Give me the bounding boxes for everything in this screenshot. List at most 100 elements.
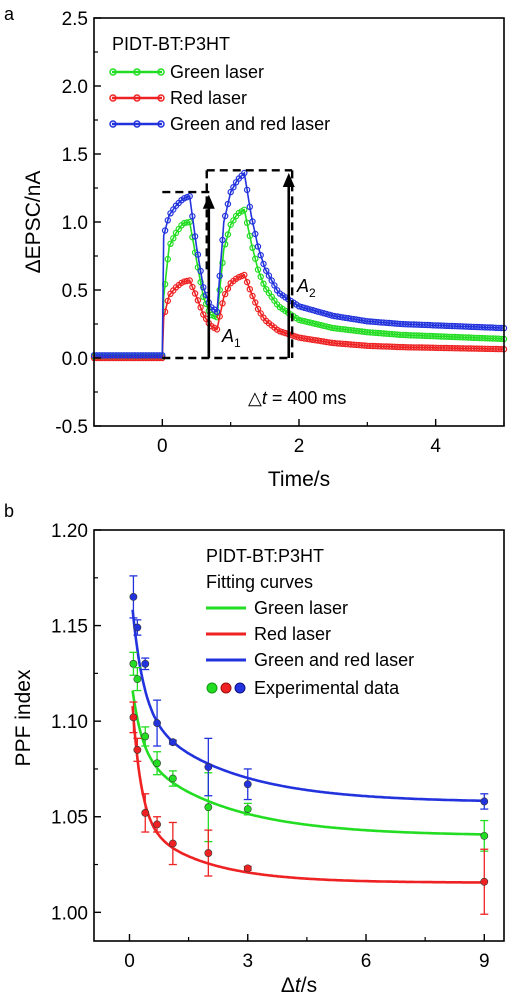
series-b-points-2 xyxy=(129,575,489,810)
series-a-point xyxy=(301,304,308,311)
series-a-point xyxy=(159,352,166,359)
series-a-point xyxy=(164,255,171,263)
series-a-point xyxy=(252,299,259,306)
series-a-point xyxy=(183,193,191,201)
series-a-point xyxy=(243,186,251,194)
data-point xyxy=(133,745,142,754)
series-a-point xyxy=(189,213,196,220)
series-a-point xyxy=(257,251,264,259)
panel-a-ytick-label: 0.5 xyxy=(62,281,88,302)
panel-a-ytick-label: 1.5 xyxy=(62,145,88,166)
data-point xyxy=(204,849,213,857)
panel-a-legend-green: Green laser xyxy=(109,62,264,82)
data-point xyxy=(133,623,142,632)
series-a-point xyxy=(219,259,226,266)
series-a-point xyxy=(260,260,267,268)
panel-b-legend-title: PIDT-BT:P3HT xyxy=(206,546,324,566)
series-a-point xyxy=(167,240,174,247)
series-a-point xyxy=(241,169,248,177)
series-a-point xyxy=(183,277,191,285)
panel-a-ticks: 0 2 4 -0.5 0.0 0.5 1.0 1.5 2.0 2.5 xyxy=(55,9,505,457)
series-a-point xyxy=(216,286,223,294)
series-a-point xyxy=(265,272,273,279)
data-point xyxy=(243,864,252,873)
panel-a-xtick-label: 2 xyxy=(294,436,305,457)
data-point xyxy=(133,675,142,684)
panel-a-legend-title: PIDT-BT:P3HT xyxy=(112,34,230,54)
data-point xyxy=(480,831,489,840)
series-a-point xyxy=(252,255,259,262)
series-a-point xyxy=(216,272,223,280)
series-a-point xyxy=(197,304,204,311)
fit-b-line-0 xyxy=(131,690,487,836)
arrow-a2-head xyxy=(282,173,295,188)
series-a-point xyxy=(219,300,226,307)
series-a-point xyxy=(186,218,193,226)
panel-b-xlabel: Δt/s xyxy=(281,974,317,997)
series-a-point xyxy=(252,230,259,238)
annotation-a2: A2 xyxy=(296,276,316,300)
series-a-point xyxy=(164,297,171,305)
data-point xyxy=(480,877,489,886)
series-a-point xyxy=(263,267,270,274)
panel-b-ticks: 0 3 6 9 1.00 1.05 1.10 1.15 1.20 xyxy=(51,521,490,972)
panel-b-ylabel: PPF index xyxy=(12,669,35,766)
panel-b-ytick-label: 1.20 xyxy=(51,521,88,542)
panel-a-ytick-label: 2.5 xyxy=(62,9,88,30)
data-point xyxy=(153,719,161,727)
series-a-point xyxy=(257,273,264,280)
series-a-point xyxy=(295,303,303,310)
series-a-point xyxy=(224,231,232,238)
panel-a-label: a xyxy=(4,4,15,24)
series-a-point xyxy=(268,277,275,284)
panel-b-legend-blue: Green and red laser xyxy=(206,650,414,670)
series-a-point xyxy=(183,219,191,226)
series-a-point xyxy=(271,282,278,289)
series-a-point xyxy=(227,188,234,196)
series-a-point xyxy=(221,290,229,298)
legend-a-blue-label: Green and red laser xyxy=(170,114,330,134)
series-a-point xyxy=(216,313,223,320)
series-a-point xyxy=(191,290,199,297)
panel-a-ytick-label: -0.5 xyxy=(55,417,88,438)
data-point xyxy=(168,839,177,848)
panel-b-ytick-label: 1.15 xyxy=(51,617,88,638)
series-a-point xyxy=(260,280,267,287)
panel-b-ytick-label: 1.10 xyxy=(51,712,88,733)
data-point xyxy=(204,763,213,771)
series-a-point xyxy=(161,227,169,234)
data-point xyxy=(243,780,252,789)
series-a-point xyxy=(194,251,202,258)
legend-b-experimental-label: Experimental data xyxy=(254,678,400,698)
series-a-point xyxy=(170,235,177,242)
panel-b-frame xyxy=(93,529,505,942)
annotation-delta-t: △t = 400 ms xyxy=(248,388,346,408)
series-a-markers-2 xyxy=(90,169,508,359)
series-a-point xyxy=(230,183,237,191)
panel-b-legend-markers: Experimental data xyxy=(206,678,400,698)
series-a-point xyxy=(298,303,305,311)
series-a-point xyxy=(219,236,226,244)
panel-a-frame xyxy=(93,17,505,427)
data-point xyxy=(168,738,177,747)
panel-a-plot xyxy=(90,169,508,362)
series-a-point xyxy=(314,308,322,315)
series-a-point xyxy=(194,297,202,304)
arrow-a1-head xyxy=(202,194,215,209)
data-point xyxy=(129,659,138,668)
series-a-point xyxy=(320,310,327,317)
panel-a-ytick-label: 0.0 xyxy=(62,349,88,370)
series-a-point xyxy=(246,232,253,240)
series-a-point xyxy=(221,212,229,220)
panel-b-ytick-label: 1.05 xyxy=(51,808,88,829)
panel-a-legend-blue: Green and red laser xyxy=(109,114,330,134)
data-point xyxy=(153,820,161,829)
series-a-point xyxy=(230,217,237,224)
panel-b-label: b xyxy=(4,501,14,521)
series-a-point xyxy=(241,271,248,279)
series-a-point xyxy=(241,206,248,213)
panel-a-ylabel: ΔEPSC/nA xyxy=(22,171,45,274)
panel-b-xtick-label: 9 xyxy=(479,951,490,972)
series-a-point xyxy=(189,283,196,291)
